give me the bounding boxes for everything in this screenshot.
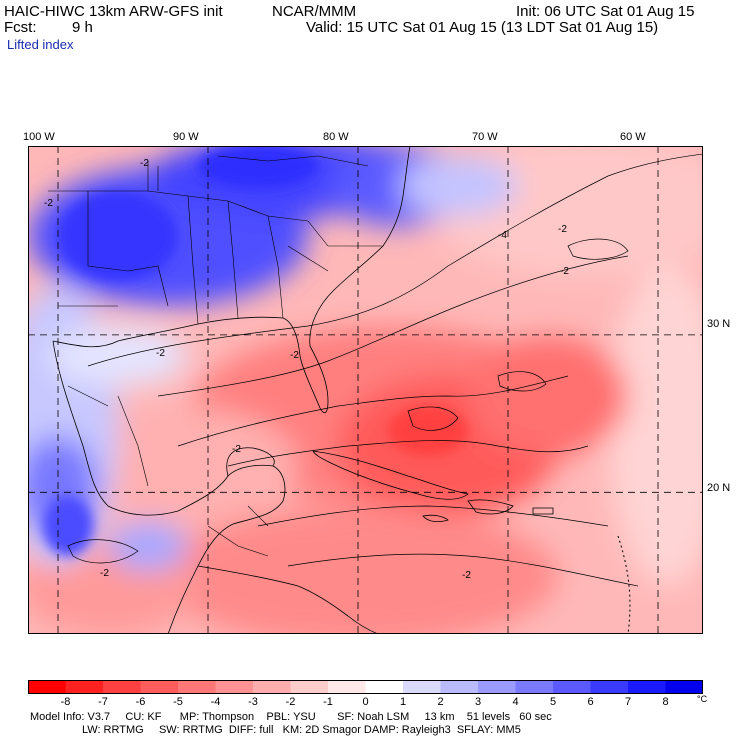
coastline-mexico	[52, 340, 286, 634]
contour-label: -4	[498, 230, 507, 241]
lat-label-20n: 20 N	[707, 482, 731, 494]
colorbar-swatch	[328, 680, 366, 694]
colorbar-unit: °C	[697, 694, 708, 704]
colorbar-swatch	[140, 680, 179, 694]
model-info-line-1: Model Info: V3.7 CU: KF MP: Thompson PBL…	[30, 711, 552, 723]
colorbar-tick-label: 7	[624, 696, 632, 708]
colorbar-tick-label: -3	[248, 696, 258, 708]
jamaica	[422, 514, 449, 523]
colorbar-tick-label: -2	[285, 696, 296, 708]
colorbar-tick-label: 1	[399, 696, 407, 708]
colorbar-tick-label: 5	[549, 696, 557, 708]
colorbar	[28, 680, 703, 694]
colorbar-swatch	[253, 680, 291, 694]
contour-label: -2	[156, 348, 165, 359]
org-label: NCAR/MMM	[272, 3, 357, 20]
colorbar-tick-label: -8	[60, 696, 71, 708]
hispaniola	[467, 499, 514, 515]
colorbar-swatch	[403, 680, 441, 694]
colorbar-tick-label: -4	[210, 696, 221, 708]
contour-label: -2	[558, 224, 567, 235]
model-title: HAIC-HIWC 13km ARW-GFS init	[4, 3, 223, 20]
model-info-line-2: LW: RRTMG SW: RRTMG DIFF: full KM: 2D Sm…	[30, 724, 521, 736]
colorbar-tick-label: 2	[437, 696, 444, 708]
colorbar-swatch	[590, 680, 629, 694]
lon-label-60w: 60 W	[620, 131, 646, 143]
colorbar-swatch	[65, 680, 104, 694]
puerto-rico	[532, 507, 554, 515]
forecast-label: Fcst:	[4, 19, 37, 36]
lifted-index-map: -2 -2 -2 -2 -2 -4 -2 -2 -2 -2	[28, 146, 703, 634]
contour-label: -2	[100, 568, 109, 579]
coastline-central-america	[197, 565, 379, 634]
colorbar-swatch	[28, 680, 66, 694]
cuba	[312, 450, 469, 500]
contour-label: -2	[560, 266, 569, 277]
colorbar-tick-label: 4	[512, 696, 519, 708]
coastline-gulf	[52, 146, 411, 414]
colorbar-tick-label: -1	[323, 696, 333, 708]
contour-label: -2	[44, 198, 53, 209]
colorbar-swatch	[478, 680, 516, 694]
colorbar-tick-label: 0	[362, 696, 369, 708]
colorbar-swatch	[440, 680, 479, 694]
field-name: Lifted index	[7, 37, 74, 52]
colorbar-swatch	[515, 680, 554, 694]
contour-label: -2	[140, 158, 149, 169]
lon-label-80w: 80 W	[323, 131, 349, 143]
colorbar-tick-label: 8	[662, 696, 669, 708]
colorbar-swatch	[365, 680, 404, 694]
lon-label-100w: 100 W	[23, 131, 55, 143]
colorbar-swatch	[215, 680, 254, 694]
contour-label: -2	[462, 570, 471, 581]
colorbar-swatch	[290, 680, 329, 694]
colorbar-swatch	[553, 680, 591, 694]
yucatan	[226, 447, 275, 477]
colorbar-swatch	[628, 680, 666, 694]
colorbar-swatch	[103, 680, 141, 694]
valid-time: Valid: 15 UTC Sat 01 Aug 15 (13 LDT Sat …	[306, 19, 659, 36]
lat-label-30n: 30 N	[707, 318, 731, 330]
colorbar-swatch	[178, 680, 216, 694]
colorbar-swatch	[665, 680, 703, 694]
lon-label-90w: 90 W	[173, 131, 199, 143]
colorbar-tick-label: -5	[173, 696, 183, 708]
contour-label: -2	[232, 444, 241, 455]
graticule	[28, 146, 703, 634]
colorbar-tick-label: -6	[135, 696, 146, 708]
colorbar-tick-label: -7	[98, 696, 108, 708]
init-time: Init: 06 UTC Sat 01 Aug 15	[516, 3, 695, 20]
colorbar-tick-label: 3	[474, 696, 482, 708]
lon-label-70w: 70 W	[472, 131, 498, 143]
forecast-hour: 9 h	[72, 19, 93, 36]
colorbar-tick-label: 6	[587, 696, 594, 708]
contour-label: -2	[290, 350, 299, 361]
